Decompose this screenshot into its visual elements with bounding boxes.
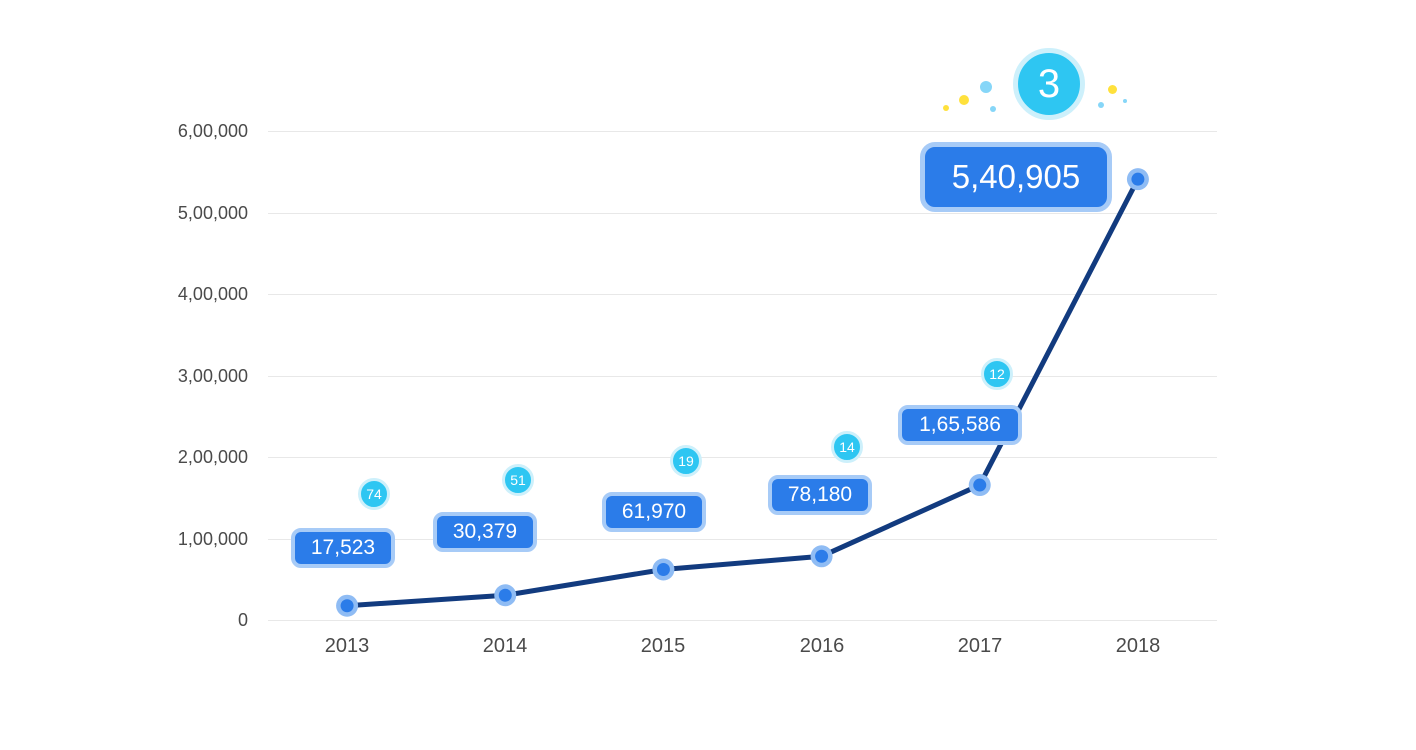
value-label-badge: 30,379 bbox=[433, 512, 537, 552]
rank-badge: 14 bbox=[831, 431, 863, 463]
x-axis-tick-label: 2014 bbox=[482, 635, 528, 657]
x-axis-tick-label: 2015 bbox=[640, 635, 686, 657]
data-point-ring bbox=[652, 558, 675, 581]
rank-badge: 51 bbox=[502, 464, 534, 496]
confetti-dot bbox=[990, 106, 996, 112]
confetti-dot bbox=[1108, 85, 1117, 94]
data-point-ring bbox=[336, 594, 359, 617]
data-point bbox=[498, 588, 512, 602]
confetti-dot bbox=[943, 105, 949, 111]
data-point bbox=[1131, 172, 1145, 186]
y-axis-tick-label: 5,00,000 bbox=[177, 203, 248, 223]
y-axis-tick-label: 4,00,000 bbox=[177, 284, 248, 304]
gridline bbox=[268, 620, 1217, 621]
gridline bbox=[268, 457, 1217, 458]
value-label-badge: 17,523 bbox=[291, 528, 395, 568]
gridline bbox=[268, 213, 1217, 214]
rank-badge: 19 bbox=[670, 445, 702, 477]
data-point bbox=[815, 549, 829, 563]
y-axis-tick-label: 6,00,000 bbox=[177, 121, 248, 141]
y-axis-tick-label: 3,00,000 bbox=[177, 366, 248, 386]
x-axis-tick-label: 2013 bbox=[324, 635, 370, 657]
y-axis-tick-label: 1,00,000 bbox=[177, 529, 248, 549]
gridline bbox=[268, 539, 1217, 540]
confetti-dot bbox=[1123, 99, 1127, 103]
data-point-ring bbox=[494, 584, 517, 607]
data-point-ring bbox=[810, 545, 833, 568]
value-label-badge: 61,970 bbox=[602, 492, 706, 532]
rank-badge: 12 bbox=[981, 358, 1013, 390]
rank-badge: 3 bbox=[1013, 48, 1085, 120]
data-point-ring bbox=[968, 474, 991, 497]
x-axis-tick-label: 2018 bbox=[1115, 635, 1161, 657]
value-label-badge: 1,65,586 bbox=[898, 405, 1022, 445]
confetti-dot bbox=[1098, 102, 1104, 108]
data-point-ring bbox=[1126, 168, 1149, 191]
gridline bbox=[268, 294, 1217, 295]
value-label-badge: 78,180 bbox=[768, 475, 872, 515]
gridline bbox=[268, 131, 1217, 132]
x-axis-tick-label: 2016 bbox=[799, 635, 845, 657]
y-axis-tick-label: 0 bbox=[237, 610, 248, 630]
gridline bbox=[268, 376, 1217, 377]
confetti-dot bbox=[980, 81, 992, 93]
rank-badge: 74 bbox=[358, 478, 390, 510]
data-point bbox=[340, 599, 354, 613]
x-axis-tick-label: 2017 bbox=[957, 635, 1003, 657]
data-point bbox=[656, 562, 670, 576]
data-point bbox=[973, 478, 987, 492]
value-label-badge: 5,40,905 bbox=[920, 142, 1112, 212]
y-axis-tick-label: 2,00,000 bbox=[177, 447, 248, 467]
confetti-dot bbox=[959, 95, 969, 105]
